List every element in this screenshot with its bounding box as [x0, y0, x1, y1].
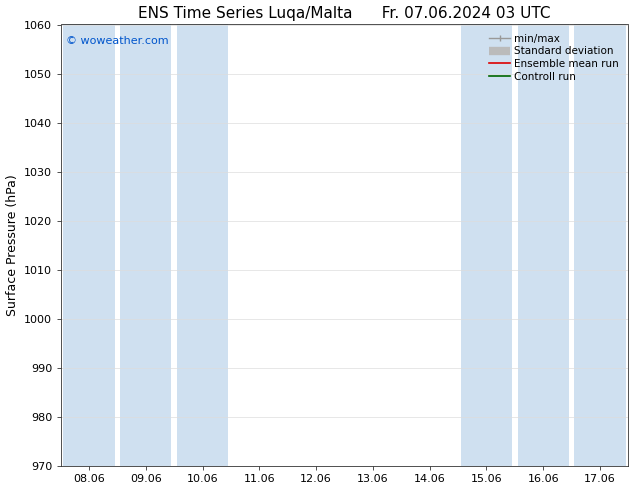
- Text: © woweather.com: © woweather.com: [66, 36, 169, 46]
- Bar: [461, 24, 512, 466]
- Bar: [518, 24, 569, 466]
- Bar: [574, 24, 626, 466]
- Bar: [120, 24, 171, 466]
- Bar: [63, 24, 115, 466]
- Legend: min/max, Standard deviation, Ensemble mean run, Controll run: min/max, Standard deviation, Ensemble me…: [486, 30, 622, 85]
- Y-axis label: Surface Pressure (hPa): Surface Pressure (hPa): [6, 174, 18, 316]
- Bar: [177, 24, 228, 466]
- Title: ENS Time Series Luqa/Malta      Fr. 07.06.2024 03 UTC: ENS Time Series Luqa/Malta Fr. 07.06.202…: [138, 5, 551, 21]
